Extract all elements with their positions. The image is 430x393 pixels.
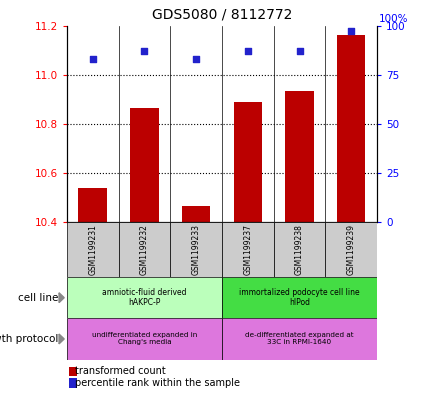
Bar xyxy=(78,188,107,222)
Point xyxy=(347,28,354,35)
Bar xyxy=(221,277,376,318)
Bar xyxy=(285,91,313,222)
Bar xyxy=(170,222,221,277)
Point xyxy=(295,48,302,54)
Bar xyxy=(69,367,77,376)
Point xyxy=(244,48,251,54)
Bar xyxy=(130,108,158,222)
Text: amniotic-fluid derived
hAKPC-P: amniotic-fluid derived hAKPC-P xyxy=(102,288,186,307)
Text: de-differentiated expanded at
33C in RPMI-1640: de-differentiated expanded at 33C in RPM… xyxy=(245,332,353,345)
Text: GSM1199237: GSM1199237 xyxy=(243,224,252,275)
Point xyxy=(141,48,147,54)
Bar xyxy=(69,378,77,388)
Bar xyxy=(336,35,365,222)
Text: undifferentiated expanded in
Chang's media: undifferentiated expanded in Chang's med… xyxy=(92,332,197,345)
Bar xyxy=(233,102,261,222)
Text: 100%: 100% xyxy=(378,14,408,24)
Text: immortalized podocyte cell line
hIPod: immortalized podocyte cell line hIPod xyxy=(239,288,359,307)
Point xyxy=(192,56,199,62)
Bar xyxy=(67,277,221,318)
Point xyxy=(89,56,96,62)
Text: GSM1199239: GSM1199239 xyxy=(346,224,355,275)
Text: GSM1199232: GSM1199232 xyxy=(140,224,148,275)
Bar xyxy=(273,222,325,277)
Bar xyxy=(67,318,221,360)
Text: growth protocol: growth protocol xyxy=(0,334,58,344)
Text: cell line: cell line xyxy=(18,293,58,303)
Bar xyxy=(221,318,376,360)
Text: transformed count: transformed count xyxy=(75,366,166,376)
Bar xyxy=(181,206,210,222)
Text: percentile rank within the sample: percentile rank within the sample xyxy=(75,378,240,388)
Bar xyxy=(118,222,170,277)
Bar xyxy=(221,222,273,277)
Bar xyxy=(325,222,376,277)
Text: GSM1199231: GSM1199231 xyxy=(88,224,97,275)
Text: GSM1199238: GSM1199238 xyxy=(295,224,303,275)
Title: GDS5080 / 8112772: GDS5080 / 8112772 xyxy=(151,7,292,22)
Bar xyxy=(67,222,118,277)
Text: GSM1199233: GSM1199233 xyxy=(191,224,200,275)
